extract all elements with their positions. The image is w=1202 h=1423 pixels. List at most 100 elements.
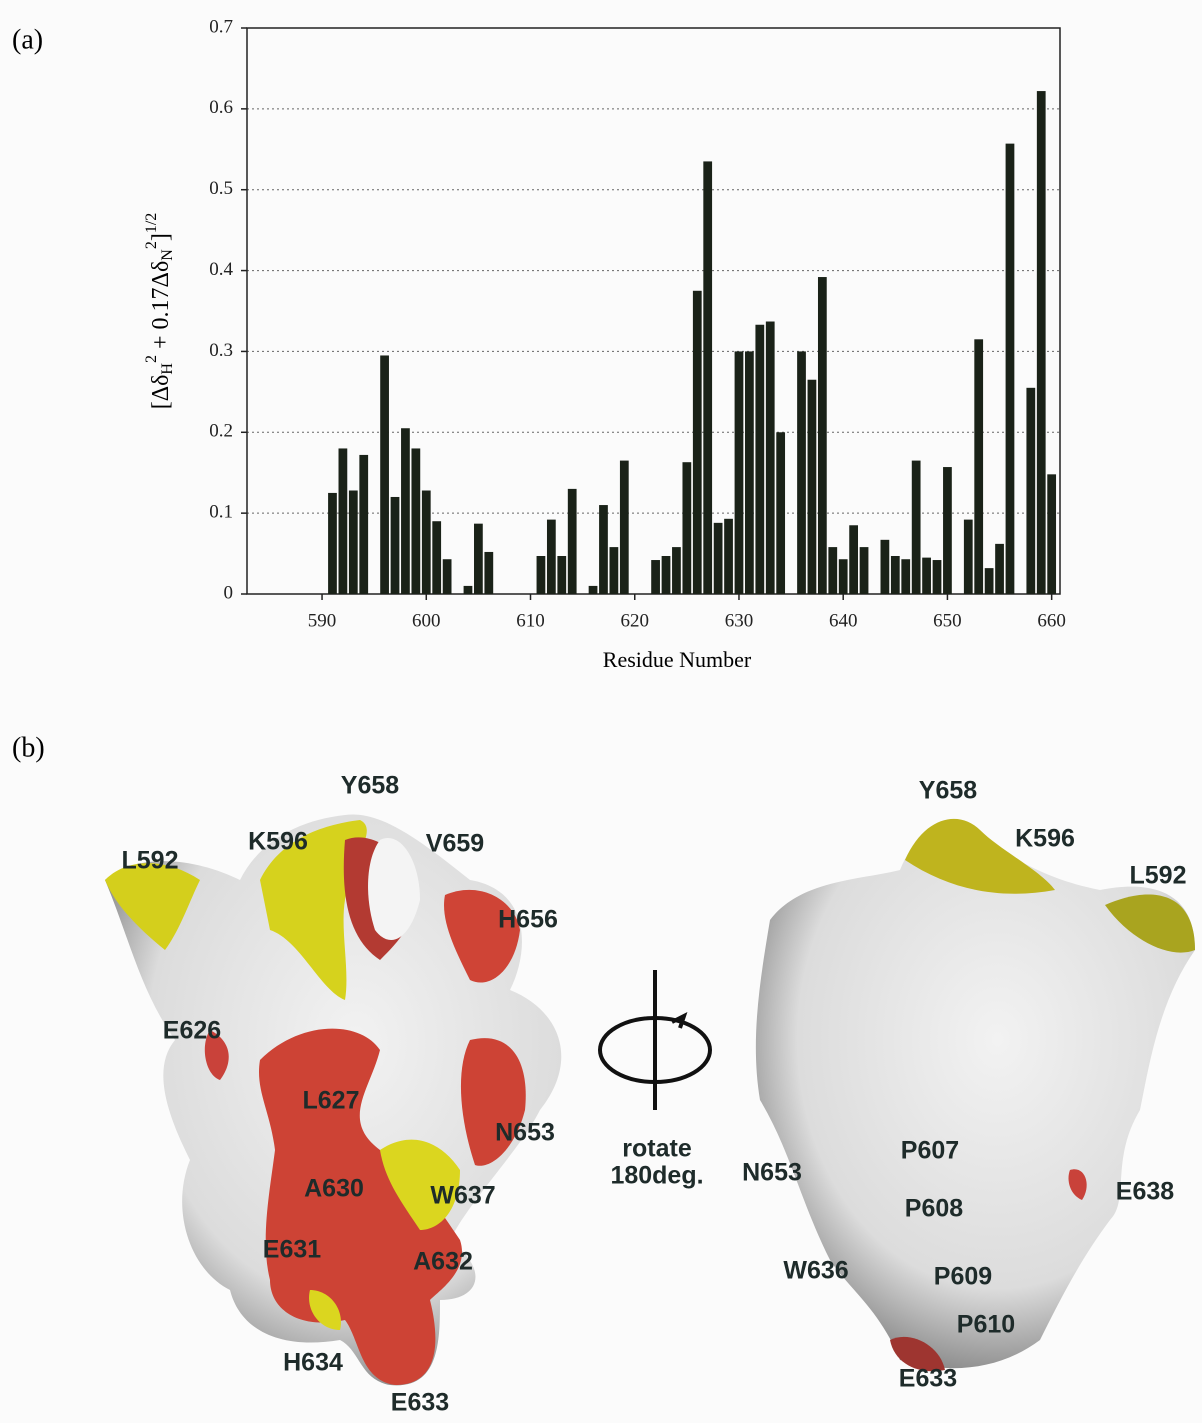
x-tick-label: 620 bbox=[620, 610, 649, 631]
bar bbox=[703, 161, 712, 594]
bar bbox=[891, 556, 900, 594]
bar bbox=[881, 540, 890, 594]
bar bbox=[797, 351, 806, 594]
bar bbox=[776, 432, 785, 594]
bar bbox=[818, 277, 827, 594]
residue-label: Y658 bbox=[919, 777, 977, 805]
bar bbox=[651, 560, 660, 594]
y-tick-label: 0.6 bbox=[209, 97, 233, 118]
bar bbox=[1047, 474, 1056, 594]
bar bbox=[964, 520, 973, 594]
x-tick-label: 590 bbox=[308, 610, 337, 631]
bar bbox=[672, 547, 681, 594]
bar bbox=[860, 547, 869, 594]
x-tick-label: 600 bbox=[412, 610, 441, 631]
y-axis-label-part: H bbox=[159, 363, 176, 375]
rotate-label: 180deg. bbox=[610, 1162, 703, 1190]
y-axis-label-part: N bbox=[159, 249, 176, 261]
y-tick-label: 0.1 bbox=[209, 502, 233, 523]
residue-label: L592 bbox=[122, 847, 179, 875]
x-tick-label: 610 bbox=[516, 610, 545, 631]
y-axis-label-part: [Δδ bbox=[148, 375, 174, 410]
residue-label: P609 bbox=[934, 1263, 992, 1291]
bar bbox=[422, 491, 431, 594]
bar bbox=[589, 586, 598, 594]
x-tick-label: 660 bbox=[1037, 610, 1066, 631]
y-axis-label: [ΔδH2 + 0.17ΔδN2]1/2 bbox=[143, 213, 176, 410]
y-tick-label: 0.4 bbox=[209, 259, 233, 280]
panel-label: (b) bbox=[12, 732, 45, 763]
bar bbox=[766, 322, 775, 594]
plot-frame bbox=[247, 28, 1060, 594]
bar bbox=[1006, 144, 1015, 594]
y-tick-label: 0.3 bbox=[209, 340, 233, 361]
residue-label: L592 bbox=[1130, 862, 1187, 890]
y-tick-label: 0.2 bbox=[209, 421, 233, 442]
residue-label: E631 bbox=[263, 1236, 321, 1264]
y-axis-label-part: 2 bbox=[143, 355, 160, 363]
residue-label: E626 bbox=[163, 1017, 221, 1045]
bar bbox=[411, 448, 420, 594]
residue-label: V659 bbox=[426, 830, 484, 858]
residue-label: A632 bbox=[413, 1248, 473, 1276]
y-tick-label: 0 bbox=[224, 582, 234, 603]
y-tick-label: 0.5 bbox=[209, 178, 233, 199]
bar bbox=[474, 524, 483, 594]
residue-label: W637 bbox=[430, 1182, 495, 1210]
bar bbox=[568, 489, 577, 594]
bar bbox=[328, 493, 337, 594]
x-axis-label: Residue Number bbox=[603, 647, 752, 672]
bar bbox=[1037, 91, 1046, 594]
bar bbox=[912, 461, 921, 594]
y-axis-label-part: + 0.17Δδ bbox=[148, 261, 174, 355]
bar bbox=[484, 552, 493, 594]
bar bbox=[547, 520, 556, 594]
figure: (a) [ΔδH2 + 0.17ΔδN2]1/2 Residue Number … bbox=[0, 0, 1202, 1418]
bar bbox=[755, 325, 764, 594]
bar bbox=[443, 559, 452, 594]
bar bbox=[839, 559, 848, 594]
residue-label: E638 bbox=[1116, 1178, 1174, 1206]
bar bbox=[985, 568, 994, 594]
bar bbox=[745, 351, 754, 594]
bar bbox=[557, 556, 566, 594]
bar bbox=[380, 355, 389, 594]
y-axis-label-part: 2 bbox=[143, 241, 160, 249]
y-axis-label-part: ] bbox=[148, 233, 174, 241]
bar bbox=[349, 491, 358, 594]
bar bbox=[724, 519, 733, 594]
bar bbox=[682, 462, 691, 594]
bar bbox=[391, 497, 400, 594]
bar bbox=[735, 351, 744, 594]
bar bbox=[808, 380, 817, 594]
residue-label: P607 bbox=[901, 1137, 959, 1165]
bar bbox=[943, 467, 952, 594]
y-tick-label: 0.7 bbox=[209, 16, 233, 37]
x-tick-label: 650 bbox=[933, 610, 962, 631]
residue-label: P608 bbox=[905, 1195, 963, 1223]
bar bbox=[620, 461, 629, 594]
residue-label: E633 bbox=[899, 1365, 957, 1393]
bar bbox=[464, 586, 473, 594]
residue-label: E633 bbox=[391, 1389, 449, 1417]
bar bbox=[610, 547, 619, 594]
residue-label: H634 bbox=[283, 1349, 343, 1377]
bar bbox=[401, 428, 410, 594]
bar bbox=[339, 448, 348, 594]
residue-label: W636 bbox=[783, 1257, 848, 1285]
bar bbox=[662, 556, 671, 594]
bar bbox=[922, 558, 931, 594]
residue-label: K596 bbox=[248, 828, 308, 856]
residue-label: Y658 bbox=[341, 772, 399, 800]
y-axis-label-part: 1/2 bbox=[143, 213, 160, 233]
bar bbox=[599, 505, 608, 594]
bar bbox=[432, 521, 441, 594]
residue-label: P610 bbox=[957, 1311, 1015, 1339]
residue-label: K596 bbox=[1015, 825, 1075, 853]
bar bbox=[974, 339, 983, 594]
residue-label: N653 bbox=[742, 1159, 802, 1187]
bar bbox=[537, 556, 546, 594]
bar bbox=[901, 559, 910, 594]
bar bbox=[933, 560, 942, 594]
panel-label: (a) bbox=[12, 24, 43, 55]
